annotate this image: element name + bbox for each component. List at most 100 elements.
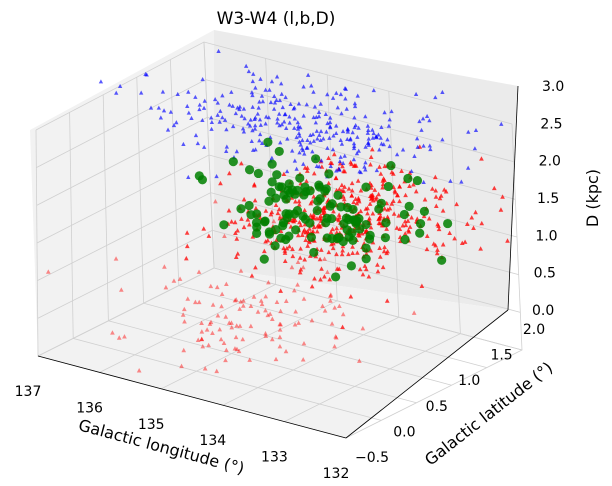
- scatter-point: [258, 132, 263, 137]
- scatter-point: [233, 297, 239, 302]
- scatter-point: [236, 348, 242, 354]
- scatter-point: [274, 97, 279, 102]
- scatter-point: [234, 236, 240, 241]
- scatter-point: [274, 74, 280, 79]
- scatter-point: [409, 215, 414, 220]
- scatter-point: [263, 333, 269, 338]
- scatter-point: [433, 242, 438, 248]
- scatter-point: [197, 107, 202, 112]
- scatter-point: [324, 129, 329, 134]
- scatter-point: [342, 184, 347, 189]
- scatter-point: [415, 144, 420, 149]
- scatter-point: [220, 93, 225, 98]
- scatter-point: [275, 210, 281, 216]
- scatter-point: [409, 168, 414, 174]
- scatter-point: [347, 228, 357, 238]
- scatter-point: [271, 218, 277, 224]
- scatter-point: [312, 104, 318, 109]
- scatter-point: [241, 106, 247, 111]
- scatter-point: [314, 163, 319, 169]
- scatter-point: [294, 135, 299, 140]
- tick-label: −0.5: [355, 450, 389, 466]
- scatter-point: [282, 213, 292, 223]
- scatter-point: [462, 239, 468, 244]
- scatter-point: [350, 250, 355, 256]
- scatter-point: [306, 232, 316, 242]
- scatter-point: [320, 303, 325, 309]
- tick-label: 134: [199, 433, 226, 449]
- scatter-point: [387, 144, 392, 149]
- scatter-point: [417, 119, 422, 124]
- scatter-point: [378, 135, 383, 140]
- scatter-point: [376, 191, 381, 197]
- scatter-point: [185, 103, 190, 108]
- scatter-point: [424, 246, 430, 252]
- scatter-point: [263, 293, 269, 299]
- scatter-point: [330, 245, 336, 251]
- scatter-point: [365, 130, 370, 135]
- scatter-point: [282, 248, 288, 253]
- scatter-point: [260, 99, 266, 104]
- scatter-point: [277, 321, 283, 327]
- scatter-point: [244, 200, 254, 211]
- scatter-point: [438, 193, 444, 198]
- scatter-point: [252, 126, 258, 131]
- scatter-point: [229, 89, 234, 94]
- scatter-point: [310, 149, 315, 154]
- scatter-point: [174, 120, 179, 125]
- scatter-point: [279, 122, 285, 127]
- scatter-point: [384, 226, 389, 231]
- scatter-point: [291, 287, 297, 293]
- scatter-point: [349, 193, 355, 198]
- axes: [37, 85, 519, 439]
- tick-label: 136: [76, 400, 103, 416]
- scatter-point: [352, 101, 358, 106]
- scatter-point: [171, 278, 177, 283]
- scatter-point: [214, 368, 220, 374]
- scatter-point: [369, 192, 375, 198]
- scatter-point: [275, 116, 280, 121]
- scatter-point: [258, 76, 263, 81]
- scatter-point: [472, 146, 478, 151]
- scatter-point: [311, 89, 316, 94]
- scatter-point: [207, 321, 213, 326]
- scatter-point: [218, 336, 224, 342]
- chart-title: W3-W4 (l,b,D): [217, 9, 336, 29]
- scatter-point: [277, 327, 283, 332]
- scatter-point: [287, 114, 292, 119]
- scatter-point: [363, 167, 368, 172]
- scatter-point: [267, 87, 272, 92]
- scatter-point: [253, 85, 258, 90]
- scatter-point: [307, 226, 312, 231]
- scatter-point: [351, 163, 357, 168]
- scatter-point: [156, 105, 161, 110]
- scatter-point: [296, 123, 301, 129]
- scatter-point: [385, 137, 390, 142]
- scatter-point: [355, 134, 360, 139]
- scatter-point: [366, 136, 371, 141]
- scatter-point: [331, 133, 336, 138]
- scatter-point: [333, 190, 343, 200]
- scatter-point: [328, 163, 333, 168]
- scatter-point: [314, 128, 319, 133]
- scatter-point: [353, 123, 358, 128]
- scatter-point: [193, 133, 199, 138]
- scatter-point: [246, 69, 251, 74]
- scatter-point: [304, 145, 309, 150]
- scatter-point: [430, 186, 435, 191]
- scatter-point: [382, 206, 388, 211]
- scatter-point: [182, 319, 187, 324]
- scatter-point: [412, 153, 417, 159]
- scatter-point: [351, 199, 356, 205]
- scatter-point: [116, 335, 122, 340]
- scatter-point: [193, 299, 198, 305]
- scatter-point: [499, 121, 504, 126]
- scatter-point: [390, 198, 396, 203]
- scatter-point: [179, 363, 184, 369]
- scatter-point: [220, 115, 225, 120]
- scatter-point: [382, 163, 388, 169]
- scatter-point: [253, 123, 258, 128]
- scatter-point: [290, 253, 296, 259]
- scatter-point: [248, 303, 254, 309]
- scatter-point: [336, 217, 341, 223]
